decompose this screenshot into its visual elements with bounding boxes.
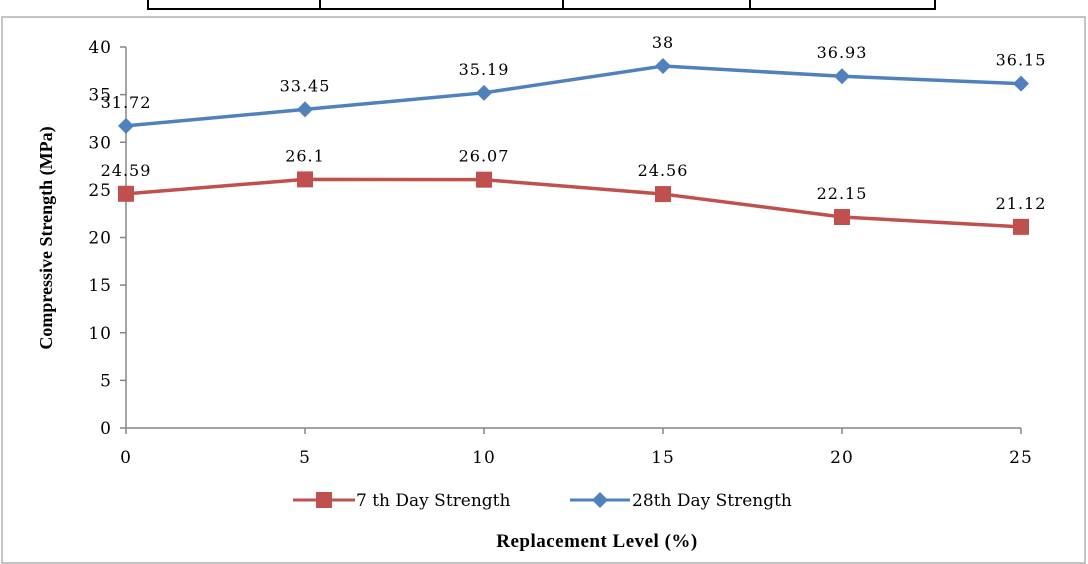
series-line-0 xyxy=(125,177,1022,229)
x-tick-label: 0 xyxy=(120,448,132,468)
legend-item-28th-day: 28th Day Strength xyxy=(570,491,792,511)
y-tick-label: 35 xyxy=(88,86,112,106)
data-label-28th-day: 36.15 xyxy=(996,51,1047,70)
series-layer xyxy=(118,58,1029,235)
x-tick-label: 20 xyxy=(830,448,854,468)
data-label-28th-day: 36.93 xyxy=(817,43,868,62)
y-tick-label: 5 xyxy=(100,371,112,391)
y-tick-label: 25 xyxy=(88,181,112,201)
legend-marker-7th-day xyxy=(316,492,332,508)
y-tick-label: 20 xyxy=(88,229,112,249)
x-tick-label: 10 xyxy=(472,448,496,468)
legend-label-28th-day: 28th Day Strength xyxy=(632,491,792,511)
table-fragment xyxy=(147,0,936,10)
data-label-7th-day: 22.15 xyxy=(817,184,868,203)
data-point-28th-day xyxy=(476,84,492,101)
series-line-1 xyxy=(125,64,1022,128)
data-point-28th-day xyxy=(1013,75,1029,92)
data-label-7th-day: 26.1 xyxy=(285,146,325,165)
x-axis-title: Replacement Level (%) xyxy=(496,531,698,552)
data-label-28th-day: 35.19 xyxy=(459,60,510,79)
x-axis-ticks: 0 5 10 15 20 25 xyxy=(120,428,1033,468)
y-tick-label: 0 xyxy=(100,419,112,439)
data-point-28th-day xyxy=(118,117,134,134)
data-label-7th-day: 24.59 xyxy=(101,161,152,180)
y-tick-label: 30 xyxy=(88,133,112,153)
data-label-7th-day: 26.07 xyxy=(459,147,510,166)
data-point-7th-day xyxy=(476,171,492,188)
data-label-28th-day: 33.45 xyxy=(280,76,331,95)
legend-marker-28th-day xyxy=(592,492,608,508)
x-tick-label: 15 xyxy=(651,448,675,468)
data-label-7th-day: 21.12 xyxy=(996,194,1047,213)
x-tick-label: 25 xyxy=(1009,448,1033,468)
data-point-28th-day xyxy=(655,58,671,75)
x-tick-label: 5 xyxy=(299,448,311,468)
legend-label-7th-day: 7 th Day Strength xyxy=(356,491,511,511)
data-point-7th-day xyxy=(297,171,313,188)
y-axis-title: Compressive Strength (MPa) xyxy=(36,126,57,349)
y-tick-label: 40 xyxy=(88,38,112,58)
data-label-28th-day: 38 xyxy=(652,33,674,52)
data-label-layer: 24.59 26.1 26.07 24.56 22.15 21.12 31.72 33.45 3… xyxy=(101,33,1047,213)
data-point-28th-day xyxy=(297,101,313,118)
data-label-7th-day: 24.56 xyxy=(638,161,689,180)
data-point-7th-day xyxy=(834,209,850,226)
legend-item-7th-day: 7 th Day Strength xyxy=(293,491,511,511)
data-point-7th-day xyxy=(655,186,671,203)
data-point-7th-day xyxy=(118,185,134,202)
y-tick-label: 10 xyxy=(88,324,112,344)
y-tick-label: 15 xyxy=(88,276,112,296)
axes xyxy=(125,47,1021,429)
legend: 7 th Day Strength 28th Day Strength xyxy=(293,491,792,511)
y-axis-ticks: 0 5 10 15 20 25 30 35 40 xyxy=(88,38,126,439)
data-point-7th-day xyxy=(1013,218,1029,235)
data-label-28th-day: 31.72 xyxy=(101,93,152,112)
data-point-28th-day xyxy=(834,68,850,85)
chart-area-border xyxy=(1,16,1086,564)
